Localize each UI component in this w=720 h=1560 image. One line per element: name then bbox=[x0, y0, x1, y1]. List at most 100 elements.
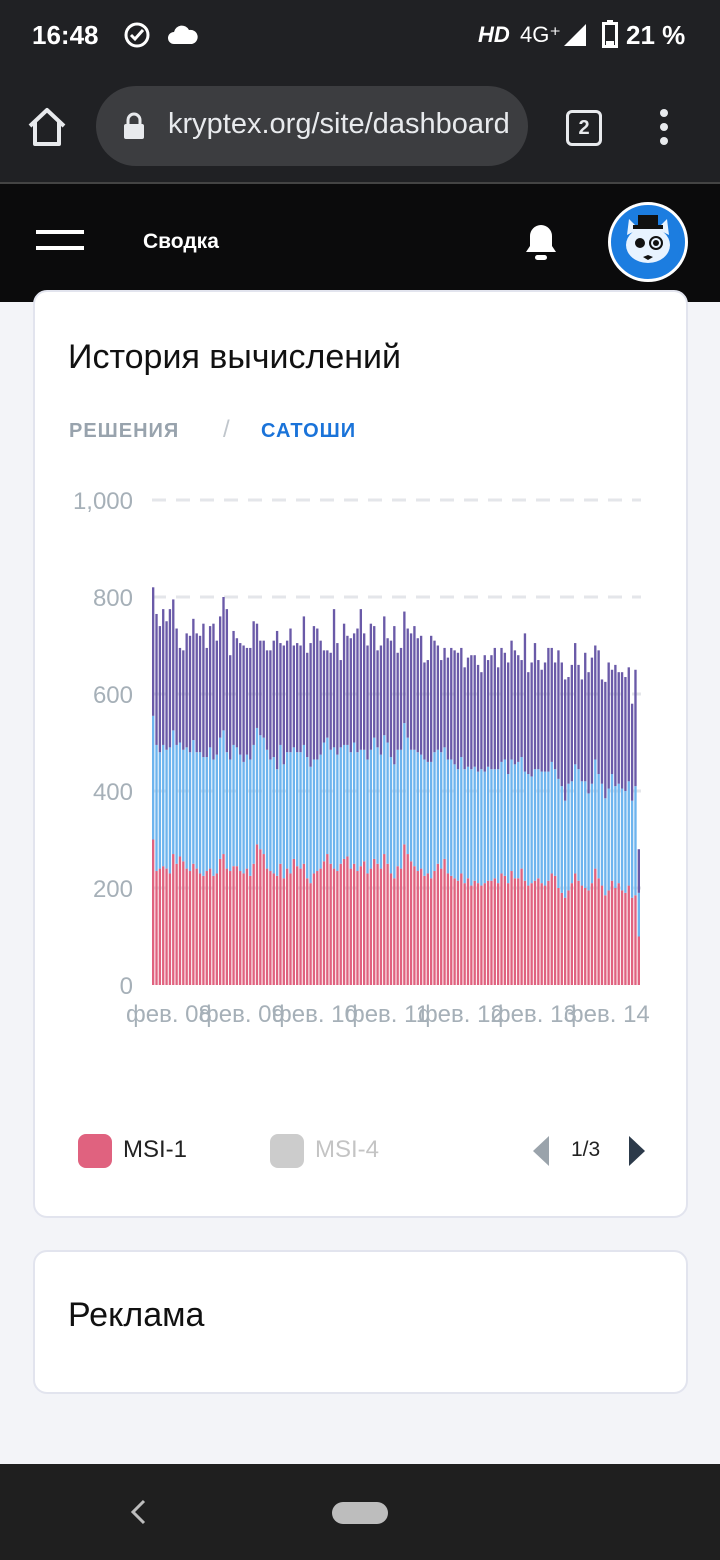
pager-next-icon[interactable] bbox=[627, 1134, 647, 1168]
bar-segment bbox=[429, 761, 433, 879]
bar-segment bbox=[198, 873, 202, 985]
bar-segment bbox=[399, 868, 403, 985]
bar-segment bbox=[329, 749, 332, 864]
hamburger-menu-icon[interactable] bbox=[36, 230, 84, 252]
bar-segment bbox=[222, 854, 225, 985]
bar-segment bbox=[463, 667, 466, 770]
bar-segment bbox=[530, 776, 533, 884]
tab-separator: / bbox=[223, 416, 230, 443]
bar-segment bbox=[349, 638, 352, 753]
bar-segment bbox=[255, 844, 259, 985]
bar-segment bbox=[302, 616, 306, 745]
bar-segment bbox=[352, 742, 356, 864]
legend-label-msi-1[interactable]: MSI-1 bbox=[123, 1136, 188, 1163]
bar-segment bbox=[577, 769, 580, 881]
bar-segment bbox=[590, 657, 594, 784]
bar-segment bbox=[285, 752, 289, 869]
bar-segment bbox=[205, 871, 208, 985]
bar-segment bbox=[399, 647, 403, 750]
bar-segment bbox=[533, 880, 537, 985]
bell-icon[interactable] bbox=[524, 222, 558, 262]
legend-swatch-msi-1[interactable] bbox=[78, 1134, 112, 1168]
bar-segment bbox=[480, 885, 483, 985]
bar-segment bbox=[440, 752, 443, 869]
bar-segment bbox=[322, 861, 326, 985]
bar-segment bbox=[195, 752, 198, 869]
cloud-icon bbox=[168, 25, 198, 44]
bar-segment bbox=[436, 645, 440, 750]
bar-segment bbox=[486, 660, 490, 767]
bar-segment bbox=[363, 633, 366, 750]
y-tick-label: 1,000 bbox=[73, 488, 133, 515]
bar-segment bbox=[440, 660, 443, 753]
home-icon[interactable] bbox=[26, 106, 68, 148]
bar-segment bbox=[269, 759, 272, 872]
back-icon[interactable] bbox=[128, 1498, 148, 1526]
bar-segment bbox=[366, 873, 369, 985]
bar-segment bbox=[232, 630, 235, 745]
bar-segment bbox=[597, 878, 600, 985]
bar-segment bbox=[155, 613, 158, 745]
bar-segment bbox=[406, 737, 409, 855]
bar-segment bbox=[470, 769, 473, 886]
bar-segment bbox=[339, 747, 342, 864]
bar-segment bbox=[493, 769, 496, 879]
bar-segment bbox=[309, 766, 312, 884]
bar-segment bbox=[212, 623, 215, 760]
bar-segment bbox=[543, 662, 547, 772]
bar-segment bbox=[272, 640, 275, 758]
bar-segment bbox=[580, 679, 584, 782]
bar-segment bbox=[510, 640, 513, 760]
bar-segment bbox=[312, 759, 316, 874]
bar-segment bbox=[547, 771, 550, 881]
legend-label-msi-4[interactable]: MSI-4 bbox=[315, 1136, 380, 1163]
bar-segment bbox=[309, 883, 312, 985]
bar-segment bbox=[162, 866, 165, 985]
bar-segment bbox=[178, 742, 182, 857]
url-text[interactable]: kryptex.org/site/dashboard bbox=[168, 108, 510, 140]
bar-segment bbox=[272, 873, 275, 985]
bar-segment bbox=[379, 645, 383, 755]
bar-segment bbox=[550, 647, 553, 762]
bar-segment bbox=[409, 633, 413, 750]
bar-segment bbox=[403, 611, 406, 724]
tab-satoshi[interactable]: САТОШИ bbox=[261, 420, 357, 442]
bar-segment bbox=[574, 764, 577, 874]
pager-prev-icon[interactable] bbox=[531, 1134, 551, 1168]
bar-segment bbox=[342, 623, 346, 745]
bar-segment bbox=[202, 757, 205, 876]
bar-segment bbox=[413, 626, 416, 750]
bar-segment bbox=[326, 650, 329, 738]
bar-segment bbox=[165, 749, 168, 869]
bar-segment bbox=[429, 878, 433, 985]
bar-segment bbox=[373, 626, 376, 738]
bar-segment bbox=[483, 655, 486, 772]
bar-segment bbox=[309, 643, 312, 767]
bar-segment bbox=[215, 754, 218, 874]
bar-segment bbox=[510, 871, 513, 985]
bar-segment bbox=[396, 866, 399, 985]
bar-segment bbox=[520, 757, 523, 869]
bar-segment bbox=[500, 647, 503, 762]
bar-segment bbox=[182, 650, 185, 750]
bar-segment bbox=[245, 868, 249, 985]
bar-segment bbox=[202, 623, 205, 758]
legend-swatch-msi-4[interactable] bbox=[270, 1134, 304, 1168]
bar-segment bbox=[299, 868, 302, 985]
home-pill-button[interactable] bbox=[332, 1502, 388, 1524]
bar-segment bbox=[510, 759, 513, 872]
bar-segment bbox=[235, 747, 239, 867]
tab-switcher-button[interactable]: 2 bbox=[566, 110, 602, 146]
bar-segment bbox=[205, 757, 208, 872]
bar-segment bbox=[205, 647, 208, 758]
bar-segment bbox=[480, 769, 483, 886]
bar-segment bbox=[409, 749, 413, 862]
bar-segment bbox=[460, 647, 463, 758]
url-bar[interactable]: kryptex.org/site/dashboard bbox=[96, 86, 528, 166]
bar-segment bbox=[279, 643, 282, 745]
tab-solutions[interactable]: РЕШЕНИЯ bbox=[69, 420, 180, 442]
more-vert-icon[interactable] bbox=[654, 108, 674, 148]
bar-segment bbox=[513, 764, 517, 879]
avatar[interactable] bbox=[608, 202, 688, 282]
